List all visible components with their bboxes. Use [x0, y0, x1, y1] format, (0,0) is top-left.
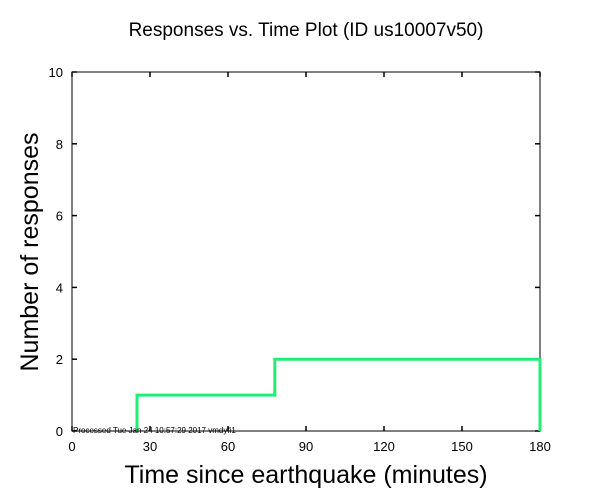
x-tick-label: 180: [529, 439, 551, 454]
y-axis-label: Number of responses: [16, 132, 44, 371]
x-tick-label: 90: [299, 439, 313, 454]
axis-ticks: [71, 71, 541, 432]
x-tick-label: 30: [143, 439, 157, 454]
x-axis-label: Time since earthquake (minutes): [124, 461, 487, 489]
chart-title: Responses vs. Time Plot (ID us10007v50): [129, 20, 484, 41]
y-tick-labels: 0 2 4 6 8 10: [49, 65, 63, 439]
x-tick-labels: 0 30 60 90 120 150 180: [68, 439, 550, 454]
x-tick-label: 60: [221, 439, 235, 454]
x-tick-label: 150: [451, 439, 473, 454]
series-layer: [135, 357, 542, 431]
y-tick-label: 0: [56, 424, 63, 439]
y-tick-label: 10: [49, 65, 63, 80]
plot-area: [71, 71, 541, 432]
x-tick-label: 0: [68, 439, 75, 454]
y-tick-label: 4: [56, 280, 63, 295]
series-line-responses: [135, 357, 542, 431]
processed-note: Processed Tue Jan 24 10:57:29 2017 vmdyf…: [73, 426, 236, 435]
y-tick-label: 6: [56, 209, 63, 224]
x-tick-label: 120: [373, 439, 395, 454]
y-tick-label: 2: [56, 352, 63, 367]
y-tick-label: 8: [56, 137, 63, 152]
plot-frame: [71, 71, 541, 432]
